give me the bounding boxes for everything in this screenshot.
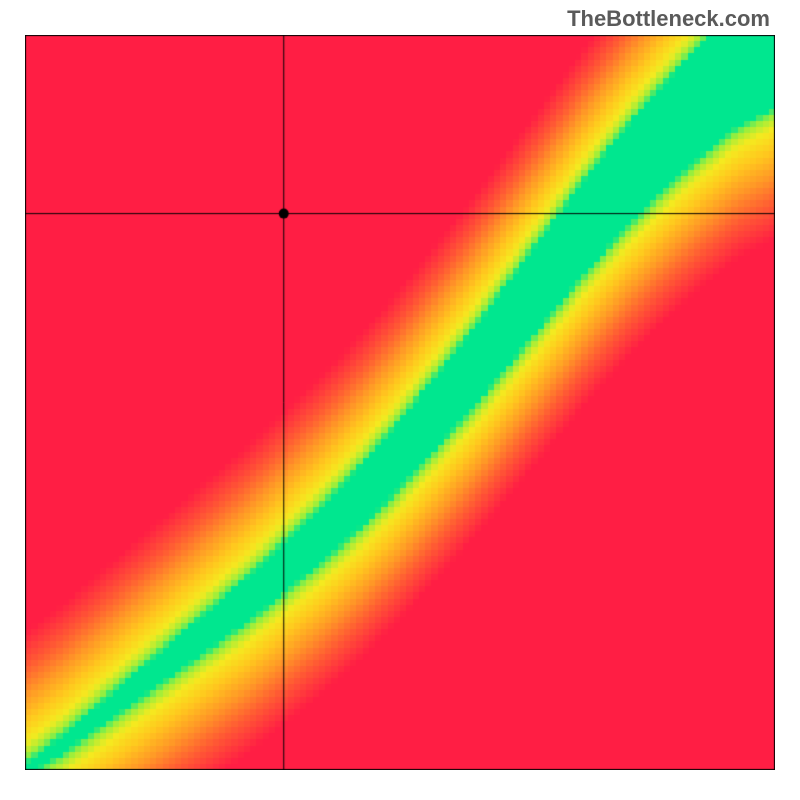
overlay-canvas: [25, 35, 775, 770]
watermark: TheBottleneck.com: [567, 6, 770, 32]
chart-container: TheBottleneck.com: [0, 0, 800, 800]
plot-area: [25, 35, 775, 770]
